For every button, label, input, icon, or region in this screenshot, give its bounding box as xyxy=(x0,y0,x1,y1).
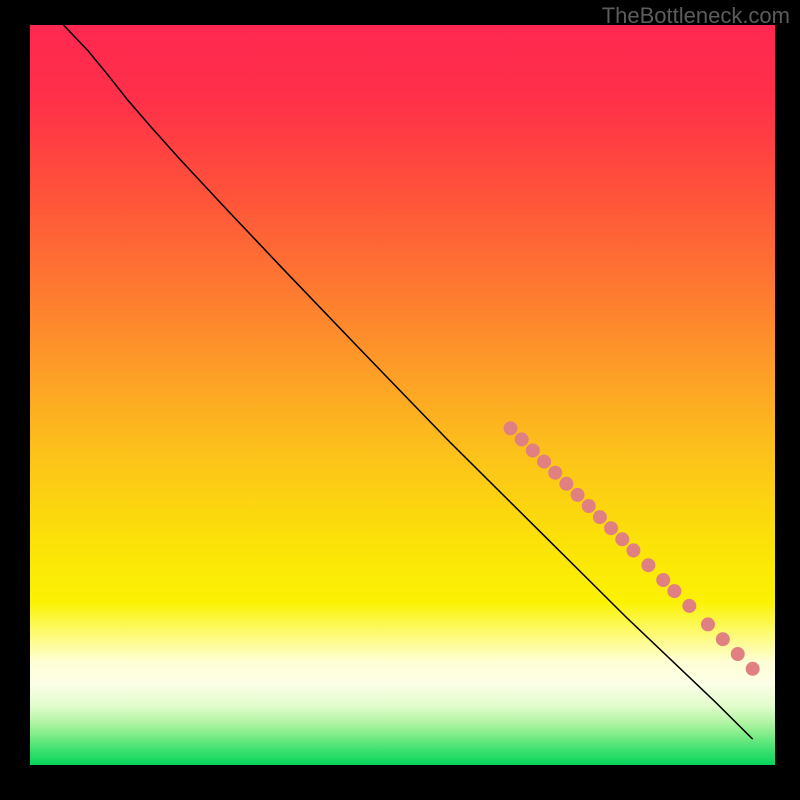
data-marker xyxy=(641,558,655,572)
watermark-text: TheBottleneck.com xyxy=(602,3,790,29)
data-marker xyxy=(701,617,715,631)
data-marker xyxy=(731,647,745,661)
data-marker xyxy=(548,466,562,480)
data-marker xyxy=(526,444,540,458)
data-marker xyxy=(656,573,670,587)
data-marker xyxy=(615,532,629,546)
data-marker xyxy=(537,455,551,469)
data-marker xyxy=(571,488,585,502)
data-marker xyxy=(559,477,573,491)
data-marker xyxy=(682,599,696,613)
data-marker xyxy=(515,432,529,446)
chart-frame: TheBottleneck.com xyxy=(0,0,800,800)
data-marker xyxy=(746,662,760,676)
data-marker xyxy=(593,510,607,524)
data-marker xyxy=(716,632,730,646)
data-marker xyxy=(626,543,640,557)
data-marker xyxy=(604,521,618,535)
data-marker xyxy=(667,584,681,598)
data-marker xyxy=(504,421,518,435)
gradient-plot xyxy=(30,25,775,765)
gradient-background xyxy=(30,25,775,765)
data-marker xyxy=(582,499,596,513)
